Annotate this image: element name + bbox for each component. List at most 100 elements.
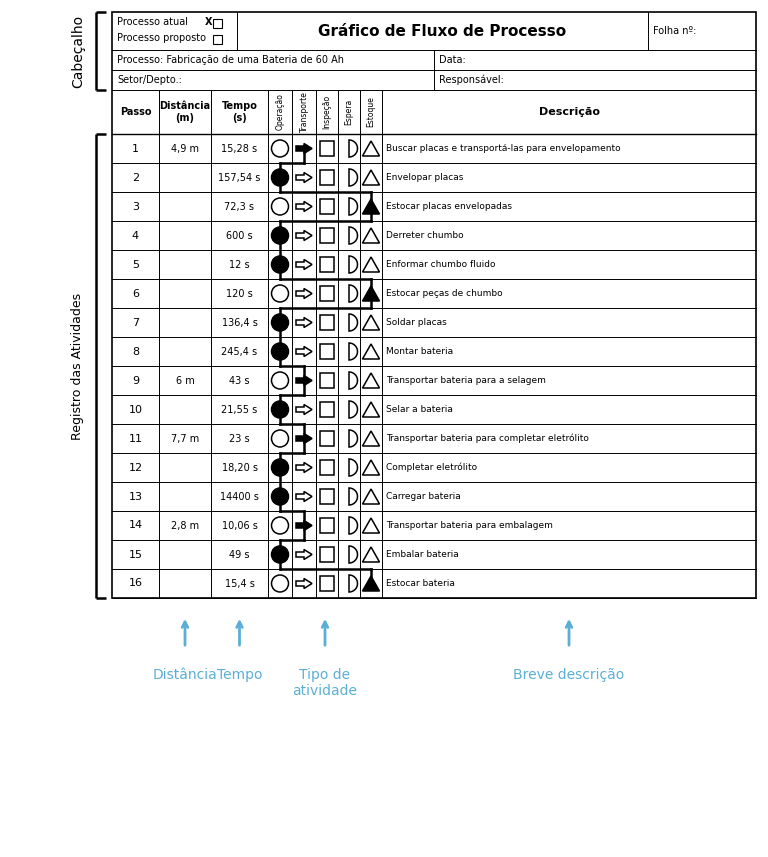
Polygon shape [362,373,379,388]
Polygon shape [296,289,312,298]
Polygon shape [349,285,357,302]
Bar [319,200,334,213]
Text: Responsável:: Responsável: [439,75,504,85]
Bar [319,548,334,561]
Polygon shape [362,402,379,417]
Text: 72,3 s: 72,3 s [224,201,254,212]
Text: Inspeção: Inspeção [323,95,332,129]
Bar [319,431,334,446]
Text: Tempo: Tempo [217,668,262,682]
Polygon shape [362,141,379,156]
Bar [319,576,334,590]
Bar [213,35,222,44]
Polygon shape [296,260,312,269]
Text: 157,54 s: 157,54 s [218,172,260,183]
Polygon shape [362,489,379,504]
Circle shape [272,256,289,273]
Polygon shape [362,315,379,330]
Circle shape [272,198,289,215]
Polygon shape [296,231,312,241]
Polygon shape [296,463,312,472]
Text: Completar eletrólito: Completar eletrólito [386,463,477,472]
Text: Embalar bateria: Embalar bateria [386,550,458,559]
Bar [319,315,334,330]
Text: 12 s: 12 s [229,260,250,269]
Circle shape [272,488,289,505]
Text: 5: 5 [132,260,139,269]
Polygon shape [296,172,312,183]
Polygon shape [296,143,312,153]
Text: 23 s: 23 s [229,434,250,444]
Text: Buscar placas e transportá-las para envelopamento: Buscar placas e transportá-las para enve… [386,144,621,153]
Polygon shape [362,518,379,533]
Bar [112,12,756,598]
Text: 11: 11 [128,434,143,444]
Text: Cabeçalho: Cabeçalho [71,15,85,87]
Circle shape [272,169,289,186]
Text: 18,20 s: 18,20 s [221,463,257,472]
Polygon shape [349,575,357,592]
Polygon shape [362,344,379,359]
Text: Operação: Operação [276,93,284,130]
Circle shape [272,430,289,447]
Circle shape [272,285,289,302]
Circle shape [272,575,289,592]
Polygon shape [349,459,357,476]
Text: Espera: Espera [345,99,353,125]
Text: 2: 2 [132,172,139,183]
Text: Selar a bateria: Selar a bateria [386,405,453,414]
Text: 600 s: 600 s [227,231,253,241]
Bar [213,19,222,28]
Polygon shape [349,169,357,186]
Polygon shape [349,343,357,360]
Circle shape [272,140,289,157]
Polygon shape [349,430,357,447]
Text: 136,4 s: 136,4 s [221,317,257,327]
Text: 245,4 s: 245,4 s [221,346,257,357]
Circle shape [272,372,289,389]
Text: 16: 16 [128,578,143,589]
Text: Transportar bateria para completar eletrólito: Transportar bateria para completar eletr… [386,434,589,443]
Text: 15,4 s: 15,4 s [224,578,254,589]
Text: 9: 9 [132,375,139,386]
Text: Distância
(m): Distância (m) [160,101,210,123]
Text: Registro das Atividades: Registro das Atividades [71,292,84,440]
Text: Descrição: Descrição [538,107,600,117]
Bar [319,345,334,359]
Text: 13: 13 [128,492,143,501]
Bar [319,257,334,272]
Text: Soldar placas: Soldar placas [386,318,447,327]
Text: 12: 12 [128,463,143,472]
Text: 10: 10 [128,405,143,415]
Text: Tipo de
atividade: Tipo de atividade [293,668,357,698]
Polygon shape [296,492,312,501]
Polygon shape [349,401,357,418]
Polygon shape [349,372,357,389]
Circle shape [272,314,289,331]
Polygon shape [349,517,357,534]
Text: X: X [205,17,213,27]
Bar [319,141,334,156]
Polygon shape [362,199,379,214]
Text: Transportar bateria para a selagem: Transportar bateria para a selagem [386,376,546,385]
Polygon shape [349,227,357,244]
Bar [319,489,334,504]
Polygon shape [362,286,379,301]
Polygon shape [296,201,312,212]
Polygon shape [349,198,357,215]
Circle shape [272,459,289,476]
Text: Data:: Data: [439,55,465,65]
Text: Distância: Distância [153,668,217,682]
Text: 14: 14 [128,520,143,530]
Polygon shape [349,488,357,505]
Text: Carregar bateria: Carregar bateria [386,492,461,501]
Bar [319,460,334,475]
Text: Transportar bateria para embalagem: Transportar bateria para embalagem [386,521,553,530]
Text: Estocar bateria: Estocar bateria [386,579,455,588]
Text: 2,8 m: 2,8 m [171,520,199,530]
Text: Processo proposto: Processo proposto [117,33,206,43]
Text: 6: 6 [132,289,139,298]
Polygon shape [296,317,312,327]
Bar [319,228,334,243]
Text: Envelopar placas: Envelopar placas [386,173,463,182]
